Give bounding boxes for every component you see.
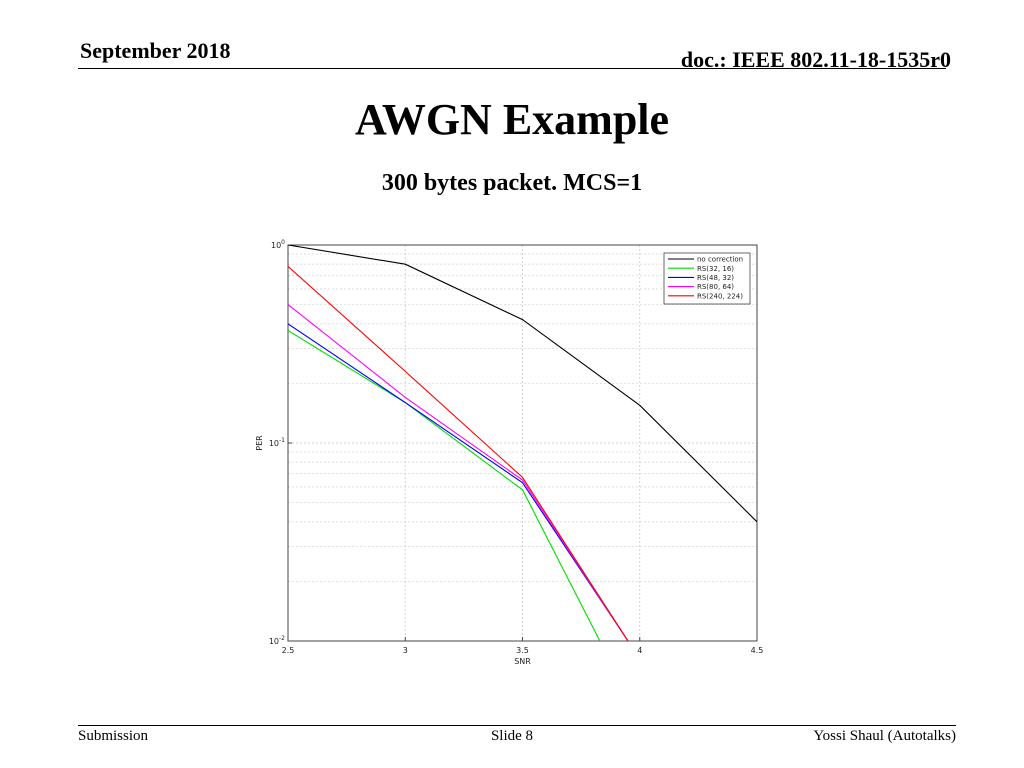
series-line-rs-48-32 [288,323,629,641]
y-tick-label: 10-1 [269,437,285,448]
series-line-rs-240-224 [288,265,629,641]
footer-divider [78,725,956,726]
series-line-no-correction [288,245,757,523]
legend-entry: RS(48, 32) [697,274,734,282]
legend-entry: RS(80, 64) [697,283,734,291]
x-tick-label: 3 [403,646,408,655]
y-axis-label: PER [255,435,264,451]
x-tick-label: 4.5 [751,646,764,655]
y-tick-label: 100 [271,239,285,250]
series-line-rs-80-64 [288,304,629,641]
per-chart-svg: 2.5 3 3.5 4 4.5 100 10-1 10-2 SNR PER no correctio… [255,239,764,666]
x-axis-label: SNR [514,657,531,666]
per-chart: 2.5 3 3.5 4 4.5 100 10-1 10-2 SNR PER no correctio… [244,232,774,672]
x-tick-label: 3.5 [516,646,529,655]
header-doc-id: doc.: IEEE 802.11-18-1535r0 [680,47,951,72]
legend-entry: RS(32, 16) [697,265,734,273]
y-tick-label: 10-2 [269,635,285,646]
slide-subtitle: 300 bytes packet. MCS=1 [381,170,643,196]
footer-author: Yossi Shaul (Autotalks) [813,728,956,744]
footer-slide-number: Slide 8 [490,728,534,744]
legend-entry: no correction [697,256,743,264]
slide-title: AWGN Example [354,95,670,144]
series-line-rs-32-16 [288,330,601,641]
x-tick-label: 4 [637,646,642,655]
header-date: September 2018 [80,38,231,63]
x-tick-label: 2.5 [282,646,295,655]
header-divider [78,68,946,69]
legend-entry: RS(240, 224) [697,292,743,300]
footer-submission: Submission [78,728,149,744]
